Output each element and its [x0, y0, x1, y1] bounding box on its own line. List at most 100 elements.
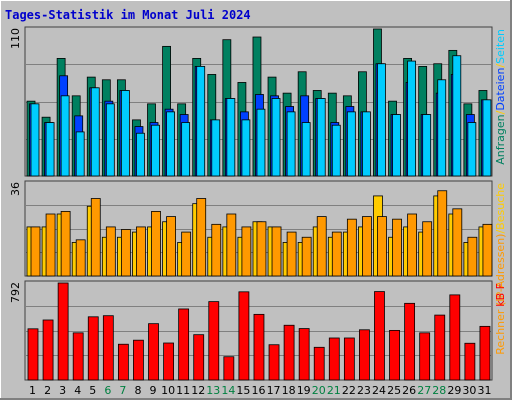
legend-middle-part: Rechner (IP-Adressen): [494, 234, 507, 355]
legend-middle-part: /: [494, 230, 507, 234]
seiten-bar: [196, 66, 206, 177]
seiten-bar: [452, 55, 462, 177]
kb-bar: [238, 291, 250, 381]
rechner-bar: [211, 223, 222, 277]
kb-bar: [87, 316, 99, 381]
seiten-bar: [181, 122, 191, 177]
rechner-bar: [226, 213, 237, 277]
kb-bar: [178, 308, 190, 381]
kb-bar: [343, 337, 355, 381]
rechner-bar: [286, 231, 297, 277]
seiten-bar: [392, 114, 401, 177]
x-tick-day-8: 8: [134, 384, 141, 397]
kb-bar: [464, 342, 476, 381]
legend-bottom: kB F: [494, 283, 507, 307]
seiten-bar: [437, 79, 447, 177]
seiten-bar: [90, 87, 100, 177]
seiten-bar: [377, 63, 386, 177]
rechner-bar: [452, 208, 463, 277]
x-tick-day-14: 14: [221, 384, 235, 397]
rechner-bar: [120, 229, 131, 277]
kb-bar: [27, 328, 39, 381]
rechner-bar: [166, 216, 176, 277]
x-tick-day-31: 31: [477, 384, 491, 397]
legend-middle-part: Besuche: [494, 183, 507, 230]
kb-bar: [449, 294, 461, 381]
x-tick-day-1: 1: [29, 384, 36, 397]
rechner-bar: [467, 236, 478, 277]
kb-bar: [163, 342, 174, 381]
rechner-bar: [362, 216, 372, 277]
seiten-bar: [362, 111, 371, 177]
kb-bar: [298, 328, 310, 381]
x-tick-day-27: 27: [417, 384, 431, 397]
rechner-bar: [136, 226, 146, 277]
rechner-bar: [437, 190, 448, 277]
rechner-bar: [346, 218, 357, 277]
seiten-bar: [120, 90, 130, 177]
rechner-bar: [151, 211, 161, 277]
rechner-bar: [256, 221, 267, 277]
x-tick-day-4: 4: [74, 384, 81, 397]
x-tick-day-11: 11: [176, 384, 190, 397]
kb-bar: [133, 339, 144, 381]
legend-top-part: /: [494, 110, 507, 114]
rechner-bar: [301, 236, 312, 277]
x-tick-day-10: 10: [161, 384, 175, 397]
seiten-bar: [256, 108, 266, 177]
kb-bar: [283, 324, 295, 381]
x-tick-day-6: 6: [104, 384, 111, 397]
x-tick-day-17: 17: [267, 384, 281, 397]
rechner-bar: [181, 231, 192, 277]
kb-bar: [102, 315, 114, 381]
x-tick-day-30: 30: [462, 384, 476, 397]
x-tick-day-24: 24: [372, 384, 386, 397]
seiten-bar: [407, 60, 417, 177]
legend-top: Anfragen/Dateien/Seiten: [494, 29, 507, 165]
x-tick-day-28: 28: [432, 384, 446, 397]
kb-bar: [359, 329, 370, 381]
x-tick-day-7: 7: [119, 384, 126, 397]
rechner-bar: [316, 216, 327, 277]
x-tick-day-16: 16: [252, 384, 266, 397]
rechner-bar: [90, 198, 101, 277]
seiten-bar: [105, 103, 115, 177]
seiten-bar: [271, 98, 281, 177]
kb-bar: [313, 346, 325, 381]
kb-bar: [223, 356, 235, 381]
rechner-bar: [75, 239, 86, 277]
rechner-bar: [482, 223, 493, 277]
seiten-bar: [316, 98, 326, 177]
legend-top-part: Dateien: [494, 68, 507, 111]
seiten-bar: [241, 119, 251, 177]
x-tick-day-19: 19: [297, 384, 311, 397]
kb-bar: [479, 325, 491, 381]
kb-bar: [253, 313, 265, 381]
kb-bar: [42, 319, 54, 381]
seiten-bar: [286, 111, 296, 177]
x-tick-day-5: 5: [89, 384, 96, 397]
x-tick-day-15: 15: [236, 384, 250, 397]
kb-bar: [193, 334, 205, 381]
seiten-bar: [422, 114, 432, 177]
kb-bar: [328, 337, 340, 381]
kb-bar: [208, 301, 220, 381]
rechner-bar: [422, 221, 433, 277]
x-tick-day-29: 29: [447, 384, 461, 397]
kb-bar: [117, 343, 129, 381]
chart-title: Tages-Statistik im Monat Juli 2024: [5, 8, 251, 22]
legend-middle: Rechner (IP-Adressen)/Besuche: [494, 183, 507, 355]
rechner-bar: [60, 211, 71, 277]
legend-bottom-part: kB F: [494, 283, 507, 307]
kb-bar: [57, 282, 69, 381]
rechner-bar: [45, 213, 56, 277]
kb-bar: [374, 291, 385, 381]
seiten-bar: [211, 119, 221, 177]
kb-bar: [148, 323, 159, 381]
x-tick-day-22: 22: [342, 384, 356, 397]
rechner-bar: [407, 213, 418, 277]
x-tick-day-20: 20: [312, 384, 326, 397]
x-tick-day-13: 13: [206, 384, 220, 397]
